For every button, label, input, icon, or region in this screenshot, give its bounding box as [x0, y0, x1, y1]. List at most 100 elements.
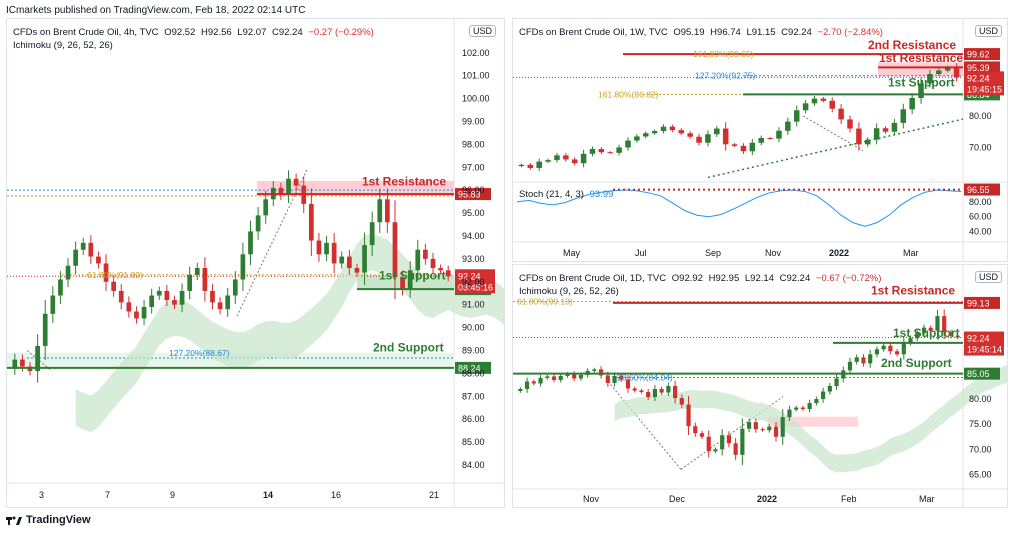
candle-body	[773, 426, 779, 437]
chart-1d-title: CFDs on Brent Crude Oil, 1D, TVC O92.92 …	[519, 273, 882, 284]
candle-body	[942, 316, 947, 333]
candle-body	[430, 258, 436, 269]
candle-body	[308, 203, 314, 241]
y-tick-label: 87.00	[462, 391, 485, 401]
candle-body	[753, 422, 758, 430]
candle-body	[423, 249, 428, 259]
candle-body	[767, 426, 772, 431]
last-price-countdown: 03:45:16	[458, 282, 493, 292]
candle-body	[164, 290, 170, 301]
candle-body	[726, 435, 731, 444]
candle-body	[747, 422, 752, 429]
candle-body	[632, 388, 637, 391]
level-badge: 99.62	[967, 50, 990, 60]
candle-body	[935, 316, 940, 331]
candle-body	[625, 140, 631, 148]
level-label: 2nd Resistance	[868, 38, 956, 52]
candle-body	[518, 389, 523, 392]
level-badge: 95.39	[967, 63, 990, 73]
candle-body	[572, 373, 577, 379]
candle-body	[921, 327, 927, 334]
candle-body	[563, 155, 569, 160]
x-tick-label: 14	[263, 490, 273, 500]
candle-body	[634, 136, 640, 141]
candle-body	[854, 357, 859, 362]
candle-body	[659, 389, 664, 393]
candle-body	[525, 381, 530, 389]
candle-body	[927, 74, 933, 84]
y-tick-label: 99.00	[462, 116, 485, 126]
stoch-y-tick: 80.00	[969, 197, 992, 207]
last-price-bg	[455, 269, 495, 294]
y-tick-label: 91.00	[462, 300, 485, 310]
x-tick-label: 7	[105, 490, 110, 500]
candle-body	[65, 265, 71, 280]
y-tick-label: 102.00	[462, 48, 490, 58]
candle-body	[278, 187, 284, 195]
y-tick-label: 101.00	[462, 71, 490, 81]
candle-body	[847, 119, 853, 129]
trend-line-support	[707, 118, 964, 179]
last-price-label: 92.24	[967, 334, 990, 344]
y-tick-label: 75.00	[969, 419, 992, 429]
y-tick-label: 84.00	[462, 460, 485, 470]
chart-4h-title: CFDs on Brent Crude Oil, 4h, TVC O92.52 …	[13, 27, 374, 38]
candle-body	[802, 103, 809, 111]
tradingview-brand: TradingView	[26, 514, 91, 526]
candle-body	[687, 133, 693, 137]
x-tick-label: 2022	[757, 494, 777, 504]
candle-body	[760, 429, 765, 431]
candle-body	[103, 263, 109, 282]
fib-label: 161.80%(86.82)	[598, 89, 659, 99]
chart-4h-currency-button[interactable]: USD	[469, 25, 497, 37]
candle-body	[733, 443, 738, 455]
candle-body	[339, 256, 345, 264]
candle-body	[612, 375, 617, 383]
stoch-value: 93.99	[589, 189, 614, 200]
tradingview-footer[interactable]: TradingView	[6, 514, 91, 526]
candle-body	[179, 290, 185, 305]
candle-body	[415, 249, 421, 271]
level-label: 1st Resistance	[871, 284, 955, 298]
candle-body	[134, 311, 139, 319]
candle-body	[901, 342, 906, 355]
chart-1d-ichimoku-label: Ichimoku (9, 26, 52, 26)	[519, 286, 619, 297]
ichimoku-cloud	[614, 364, 1007, 473]
chart-1w-change: −2.70 (−2.84%)	[817, 27, 883, 38]
y-tick-label: 97.00	[462, 162, 485, 172]
candle-body	[392, 222, 398, 278]
x-tick-label: Nov	[583, 494, 600, 504]
chart-4h-low: 92.07	[242, 27, 267, 38]
candle-body	[580, 153, 587, 164]
x-tick-label: 3	[39, 490, 44, 500]
candle-body	[202, 268, 208, 291]
candle-body	[194, 268, 200, 275]
y-tick-label: 88.00	[462, 368, 485, 378]
chart-1d-low: 92.14	[750, 273, 774, 284]
x-tick-label: 21	[429, 490, 439, 500]
last-price-label: 92.24	[967, 73, 990, 83]
candle-body	[776, 130, 782, 139]
candle-body	[377, 199, 383, 223]
x-tick-label: Sep	[705, 248, 721, 258]
chart-1d-symbol: CFDs on Brent Crude Oil, 1D, TVC	[519, 273, 667, 284]
stoch-label: Stoch (21, 4, 3) 93.99	[519, 189, 613, 200]
candle-body	[156, 290, 162, 296]
chart-1w-currency-button[interactable]: USD	[975, 25, 1003, 37]
trend-line-2	[802, 115, 864, 152]
candle-body	[827, 385, 832, 392]
candle-body	[354, 268, 360, 273]
x-tick-label: May	[563, 248, 581, 258]
candle-body	[240, 254, 246, 280]
x-tick-label: Jul	[635, 248, 647, 258]
candle-body	[720, 435, 725, 450]
chart-1d-currency-button[interactable]: USD	[975, 271, 1003, 283]
level-badge-bg	[455, 361, 491, 374]
level-badge-bg	[964, 296, 1000, 309]
